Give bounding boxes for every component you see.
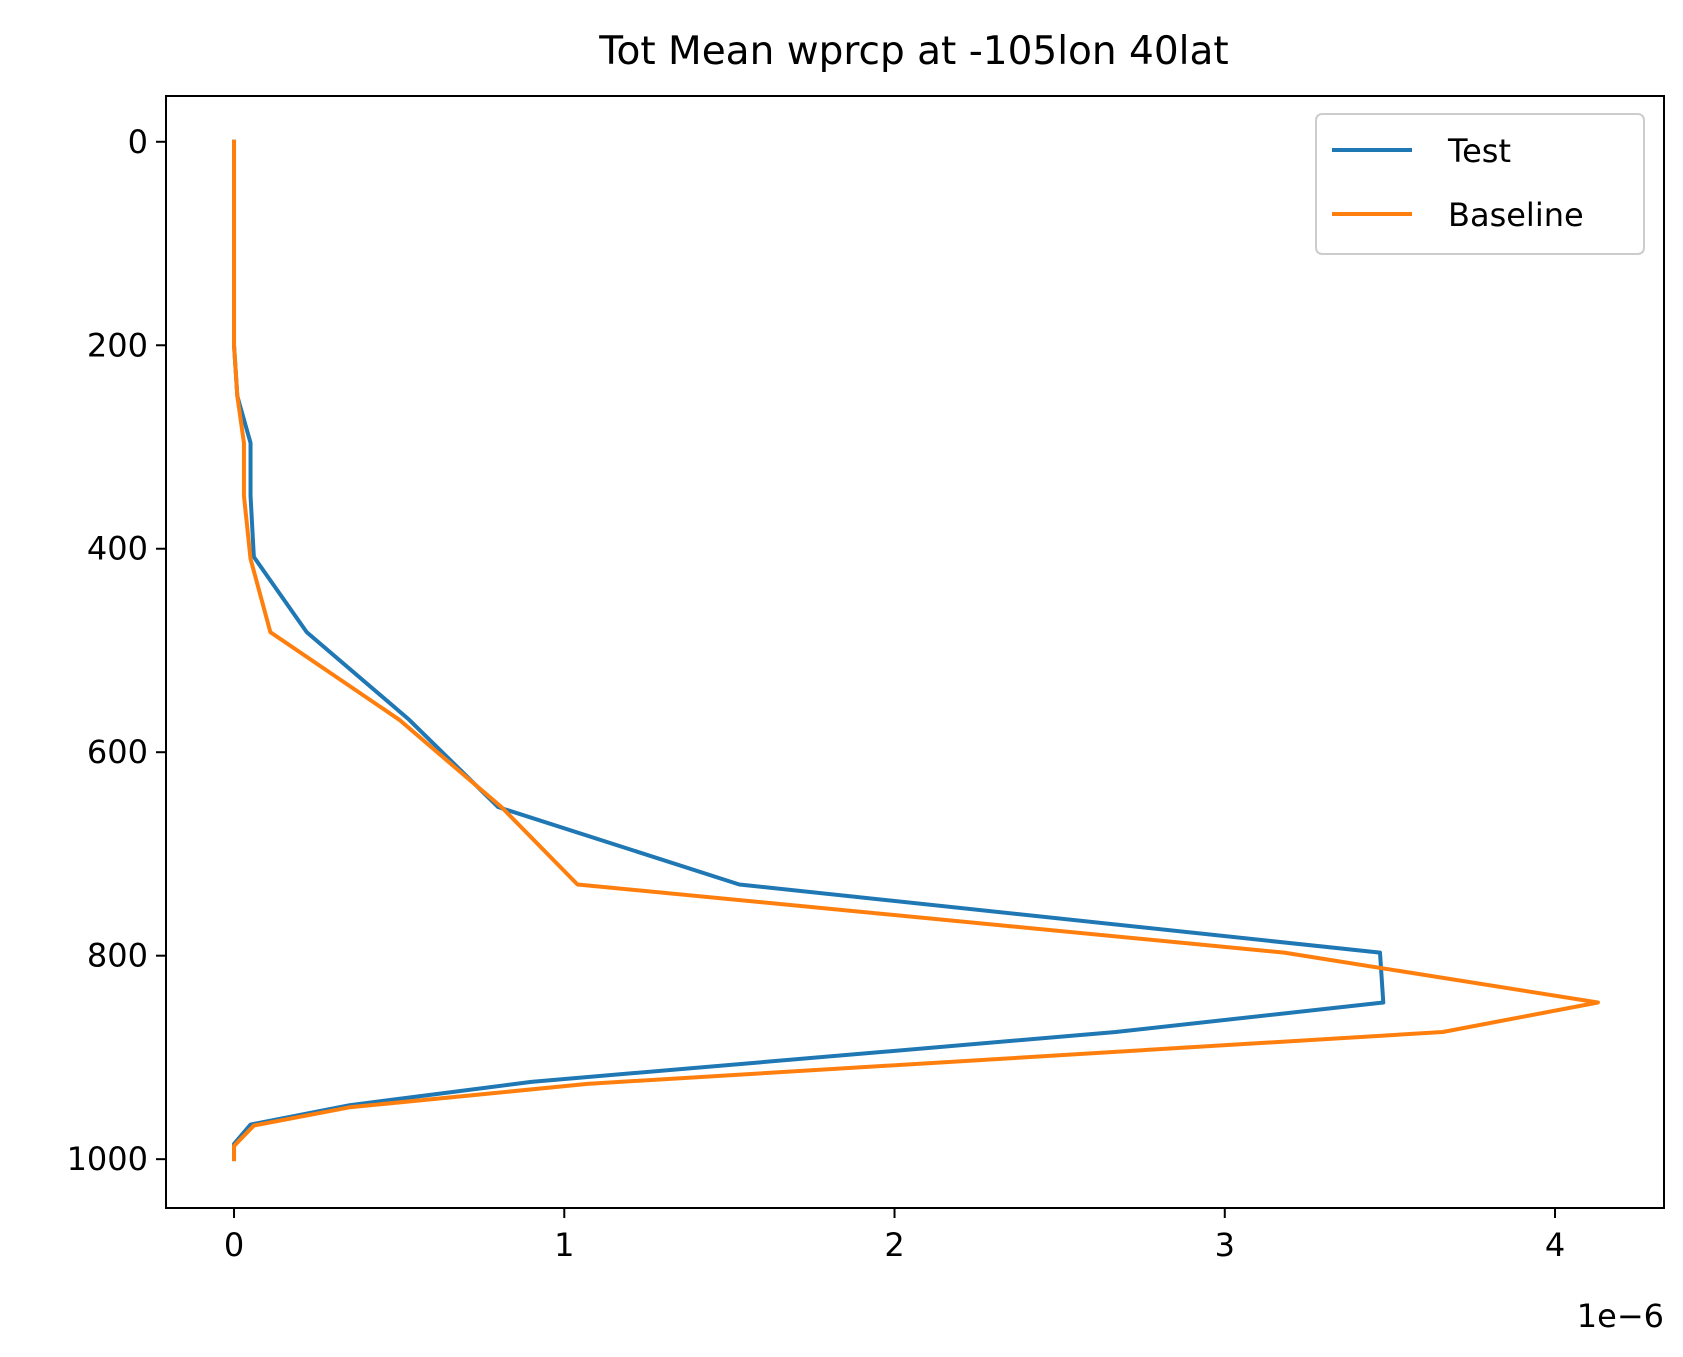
y-tick-label: 200	[87, 326, 148, 364]
y-tick-label: 0	[128, 123, 148, 161]
y-axis: 0 200 400 600 800 1000	[67, 123, 166, 1178]
x-tick-label: 0	[224, 1226, 244, 1264]
y-tick-label: 600	[87, 733, 148, 771]
plot-area	[165, 95, 1665, 1209]
series-line-baseline	[232, 139, 1600, 1162]
axes-frame	[165, 95, 1665, 1209]
x-tick-label: 1	[554, 1226, 574, 1264]
y-tick-label: 1000	[67, 1140, 148, 1178]
x-axis-offset-label: 1e−6	[1577, 1297, 1664, 1335]
chart-title: Tot Mean wprcp at -105lon 40lat	[598, 29, 1228, 74]
x-tick-label: 2	[884, 1226, 904, 1264]
x-axis: 0 1 2 3 4	[224, 1208, 1565, 1264]
x-tick-label: 4	[1545, 1226, 1565, 1264]
legend: Test Baseline	[1315, 113, 1645, 255]
y-tick-label: 800	[87, 937, 148, 975]
legend-label-baseline: Baseline	[1448, 196, 1584, 234]
legend-label-test: Test	[1447, 132, 1511, 170]
x-tick-label: 3	[1215, 1226, 1235, 1264]
series-layer	[232, 139, 1600, 1162]
y-tick-label: 400	[87, 530, 148, 568]
